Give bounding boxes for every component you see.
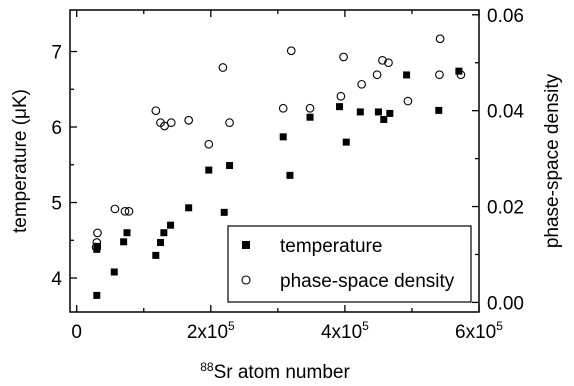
- legend-marker-temperature: [242, 241, 250, 249]
- phase-space-density-point: [110, 204, 120, 214]
- x-tick-label: 6x105: [455, 319, 503, 343]
- temperature-point: [380, 115, 388, 123]
- phase-space-density-point: [403, 96, 413, 106]
- temperature-point: [110, 268, 118, 276]
- legend-box: [227, 225, 472, 303]
- temperature-point: [120, 238, 128, 246]
- phase-space-density-point: [336, 91, 346, 101]
- temperature-point: [374, 108, 382, 116]
- y-tick-label: 4: [51, 269, 62, 290]
- x-axis-title-text: Sr atom number: [214, 362, 351, 383]
- y2-tick-label: 0.00: [487, 293, 524, 314]
- plot-frame: [69, 9, 480, 313]
- temperature-point: [386, 109, 394, 117]
- temperature-point: [342, 138, 350, 146]
- legend: temperature phase-space density: [227, 225, 472, 303]
- y-tick-label: 6: [51, 118, 62, 139]
- phase-space-density-point: [357, 79, 367, 89]
- temperature-point: [435, 106, 443, 114]
- temperature-point: [279, 133, 287, 141]
- phase-space-density-point: [339, 52, 348, 62]
- phase-space-density-point: [184, 115, 194, 125]
- temperature-point: [226, 162, 234, 170]
- y2-tick-label: 0.04: [487, 102, 524, 123]
- temperature-point: [123, 229, 131, 237]
- phase-space-density-point: [286, 46, 296, 56]
- temperature-point: [93, 291, 101, 299]
- temperature-point: [185, 204, 193, 212]
- y-tick-label: 7: [51, 43, 62, 64]
- phase-space-density-point: [92, 238, 102, 247]
- legend-label-phase-space-density: phase-space density: [280, 271, 455, 292]
- legend-marker-phase-space-density: [241, 275, 251, 285]
- temperature-point: [160, 229, 168, 237]
- tick-labels: 0 2x105 4x105 6x105 4 5 6 7 0.00 0.02 0.04 0.06: [51, 6, 524, 343]
- y-axis-title: temperature (μK): [10, 89, 31, 233]
- phase-space-density-point: [166, 118, 176, 128]
- phase-space-density-point: [378, 55, 387, 65]
- phase-space-density-point: [151, 106, 161, 116]
- phase-space-density-point: [435, 70, 444, 80]
- x-tick-label: 4x105: [321, 319, 369, 343]
- phase-space-density-point: [218, 63, 228, 72]
- temperature-point: [306, 113, 314, 121]
- y2-axis-title: phase-space density: [542, 73, 563, 248]
- phase-space-density-point: [278, 103, 288, 113]
- legend-label-temperature: temperature: [280, 236, 382, 257]
- temperature-point: [152, 251, 160, 259]
- temperature-point: [205, 166, 213, 174]
- phase-space-density-point: [435, 34, 445, 44]
- phase-space-density-point: [93, 228, 102, 238]
- phase-space-density-point: [204, 139, 214, 149]
- phase-space-density-point: [456, 70, 466, 80]
- temperature-point: [286, 171, 294, 179]
- phase-space-density-point: [372, 70, 382, 80]
- x-axis-title: 88Sr atom number: [200, 360, 350, 383]
- x-tick-label: 0: [71, 322, 82, 343]
- y2-tick-label: 0.02: [487, 198, 524, 219]
- data-markers: [91, 34, 466, 299]
- phase-space-density-point: [305, 103, 315, 113]
- phase-space-density-point: [91, 242, 101, 252]
- temperature-point: [167, 221, 175, 229]
- phase-space-density-point: [160, 121, 169, 131]
- phase-space-density-point: [384, 58, 393, 68]
- temperature-point: [220, 208, 228, 216]
- y2-tick-label: 0.06: [487, 6, 524, 27]
- temperature-point: [336, 103, 344, 111]
- temperature-point: [157, 239, 165, 247]
- axis-ticks: [70, 10, 480, 312]
- y-tick-label: 5: [51, 194, 62, 215]
- temperature-point: [403, 71, 411, 79]
- phase-space-density-point: [225, 118, 234, 128]
- temperature-point: [356, 108, 364, 116]
- phase-space-density-point: [120, 206, 130, 216]
- x-axis-title-superscript: 88: [200, 360, 214, 374]
- x-tick-label: 2x105: [187, 319, 235, 343]
- phase-space-density-point: [124, 206, 134, 216]
